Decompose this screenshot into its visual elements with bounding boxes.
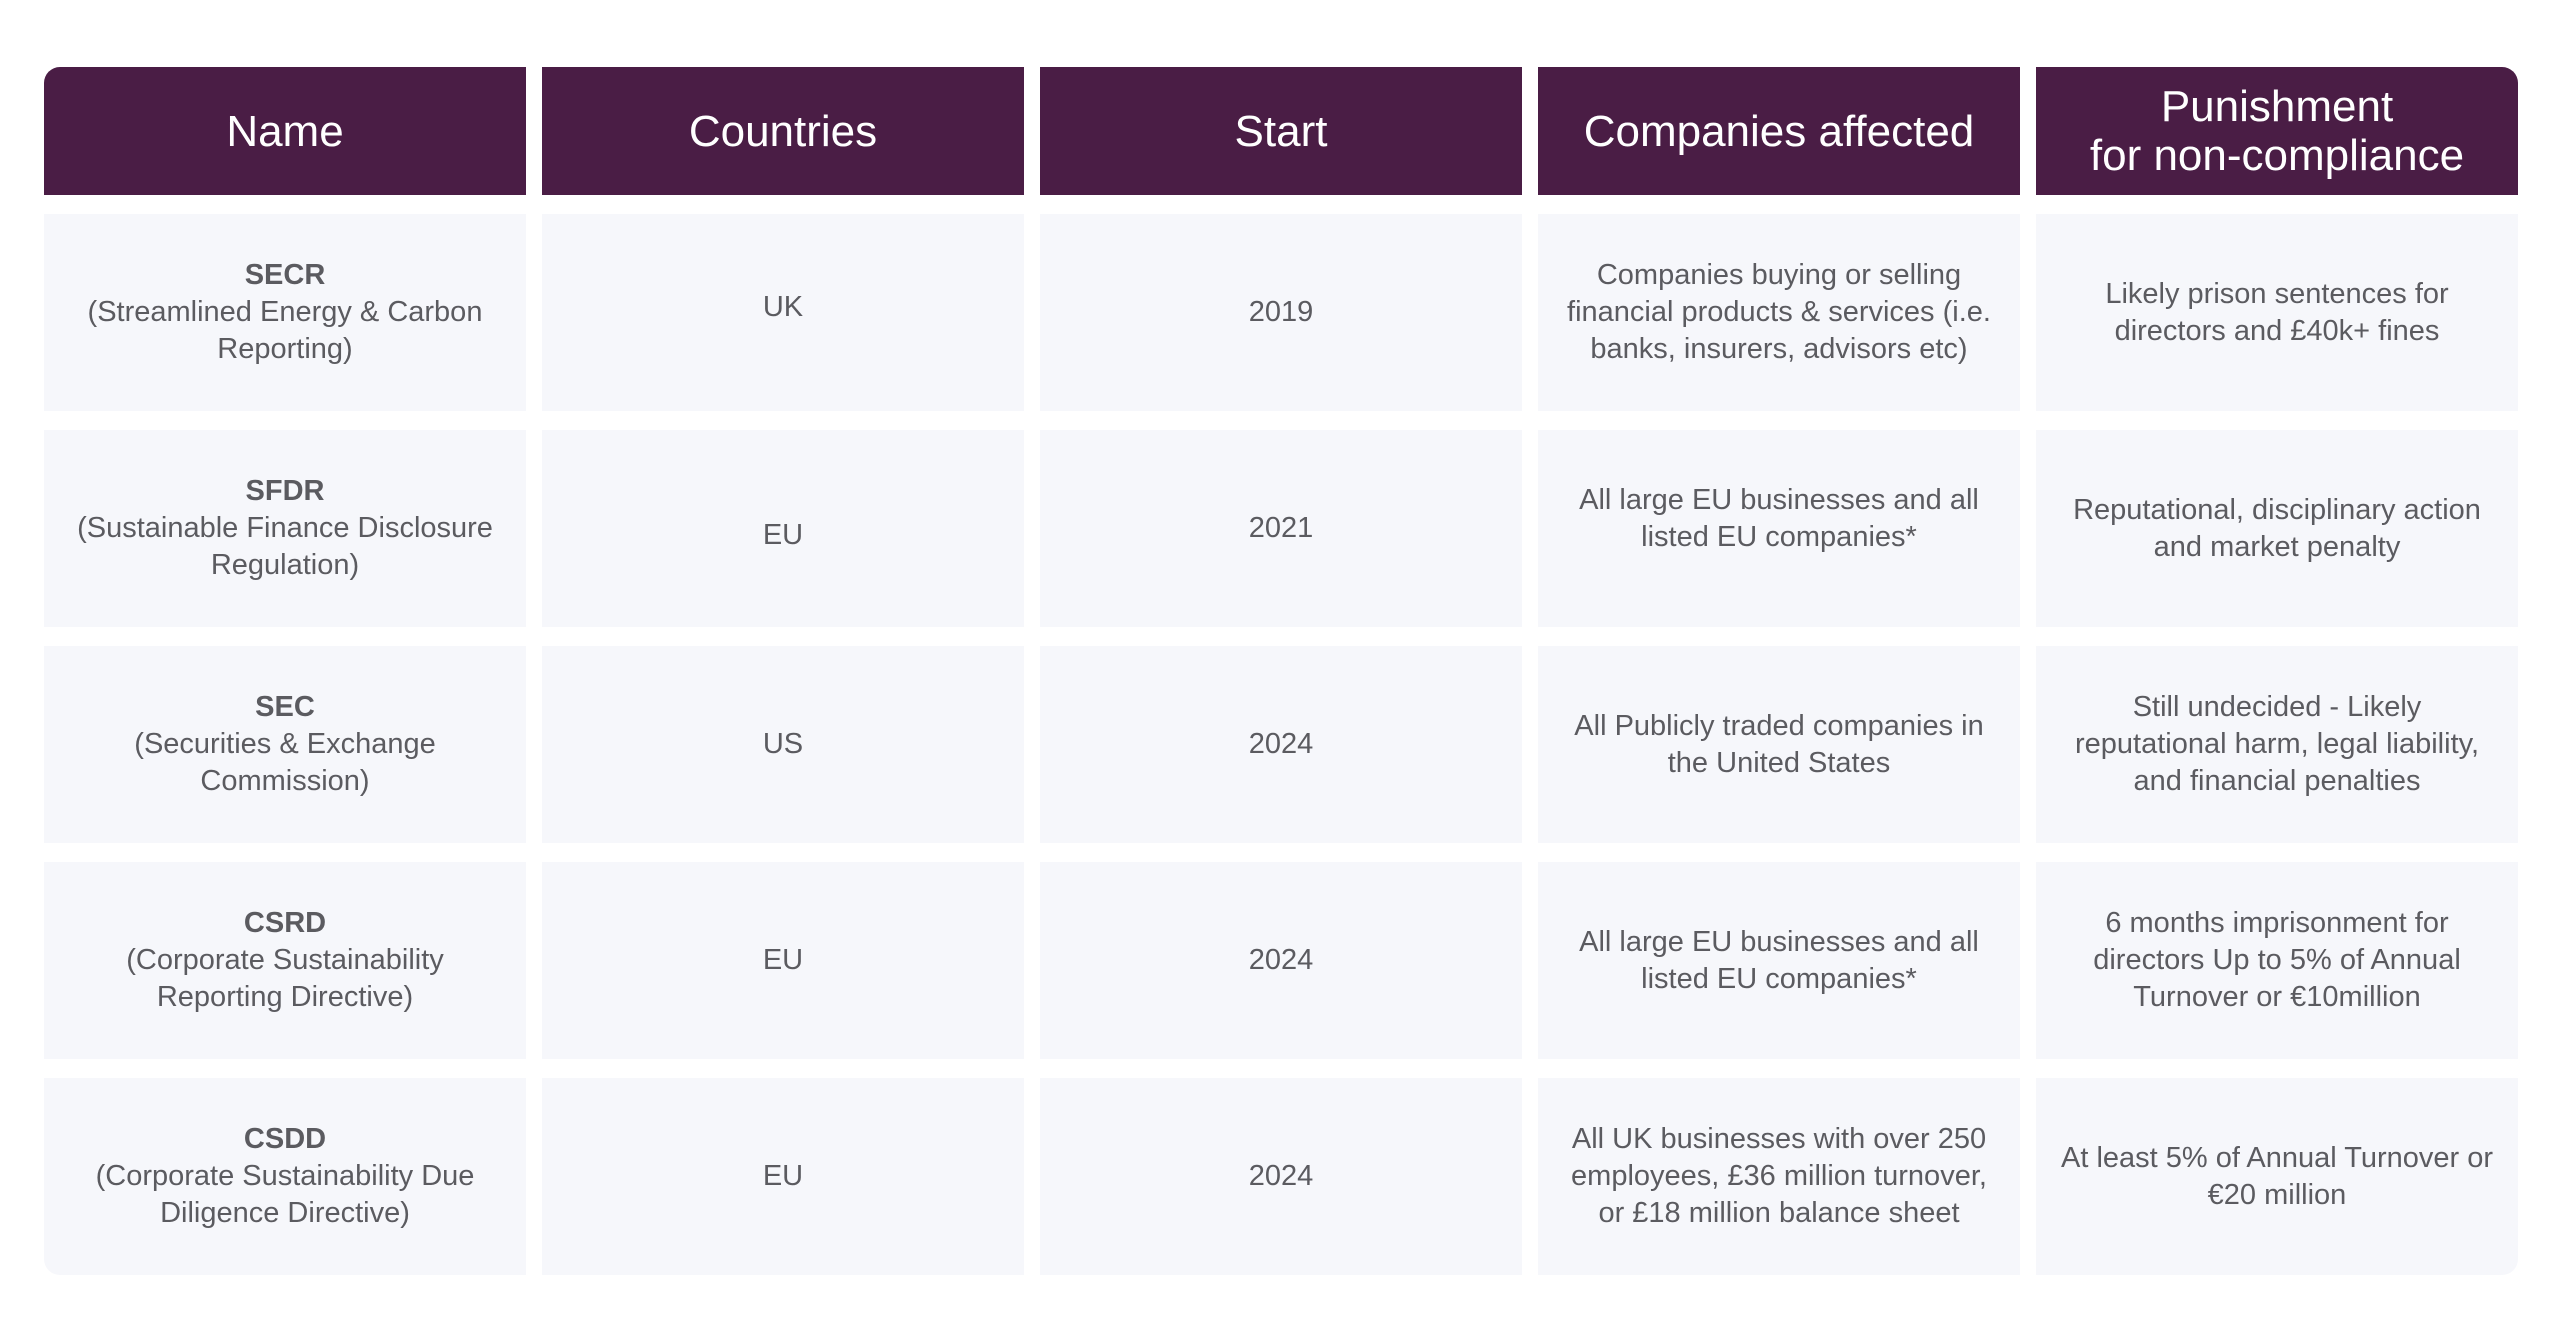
- cell-start: 2024: [1040, 646, 1522, 843]
- header-companies-affected: Companies affected: [1538, 67, 2020, 195]
- regulation-abbr: CSDD: [243, 1123, 327, 1155]
- header-countries: Countries: [542, 67, 1024, 195]
- cell-punishment: Likely prison sentences for directors an…: [2036, 214, 2518, 411]
- regulation-full-name: (Corporate Sustainability Reporting Dire…: [126, 944, 444, 1013]
- cell-start: 2021: [1040, 430, 1522, 627]
- regulation-abbr: SECR: [244, 259, 326, 291]
- cell-companies-affected: All UK businesses with over 250 employee…: [1538, 1078, 2020, 1275]
- cell-country: EU: [542, 1078, 1024, 1275]
- cell-companies-affected: Companies buying or selling financial pr…: [1538, 214, 2020, 411]
- cell-country: UK: [542, 214, 1024, 411]
- cell-punishment: Reputational, disciplinary action and ma…: [2036, 430, 2518, 627]
- regulation-full-name: (Corporate Sustainability Due Diligence …: [95, 1160, 475, 1229]
- regulation-abbr: CSRD: [243, 907, 327, 939]
- cell-companies-affected: All large EU businesses and all listed E…: [1538, 862, 2020, 1059]
- cell-name: CSRD (Corporate Sustainability Reporting…: [44, 862, 526, 1059]
- header-punishment: Punishment for non-compliance: [2036, 67, 2518, 195]
- regulation-full-name: (Streamlined Energy & Carbon Reporting): [87, 296, 483, 365]
- header-start: Start: [1040, 67, 1522, 195]
- cell-start: 2024: [1040, 862, 1522, 1059]
- regulation-full-name: (Sustainable Finance Disclosure Regulati…: [77, 512, 493, 581]
- cell-name: SEC (Securities & Exchange Commission): [44, 646, 526, 843]
- cell-punishment: At least 5% of Annual Turnover or €20 mi…: [2036, 1078, 2518, 1275]
- cell-start: 2024: [1040, 1078, 1522, 1275]
- regulation-full-name: (Securities & Exchange Commission): [134, 728, 436, 797]
- cell-companies-affected: All Publicly traded companies in the Uni…: [1538, 646, 2020, 843]
- cell-companies-affected: All large EU businesses and all listed E…: [1538, 430, 2020, 627]
- regulations-table: Name Countries Start Companies affected …: [44, 67, 2518, 1275]
- regulation-abbr: SEC: [255, 691, 315, 723]
- cell-name: SFDR (Sustainable Finance Disclosure Reg…: [44, 430, 526, 627]
- cell-name: CSDD (Corporate Sustainability Due Dilig…: [44, 1078, 526, 1275]
- regulation-abbr: SFDR: [245, 475, 325, 507]
- cell-punishment: Still undecided - Likely reputational ha…: [2036, 646, 2518, 843]
- cell-country: US: [542, 646, 1024, 843]
- cell-name: SECR (Streamlined Energy & Carbon Report…: [44, 214, 526, 411]
- header-name: Name: [44, 67, 526, 195]
- cell-punishment: 6 months imprisonment for directors Up t…: [2036, 862, 2518, 1059]
- cell-country: EU: [542, 862, 1024, 1059]
- cell-country: EU: [542, 430, 1024, 627]
- cell-start: 2019: [1040, 214, 1522, 411]
